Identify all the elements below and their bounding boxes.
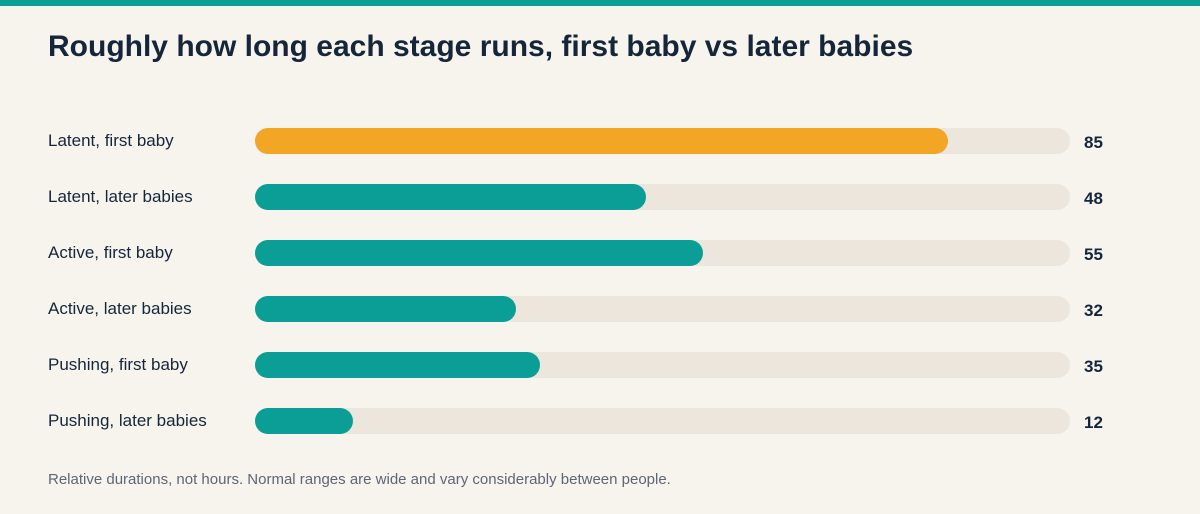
data-label: 48 bbox=[1084, 189, 1103, 208]
top-accent-bar bbox=[0, 0, 1200, 6]
bar-track bbox=[255, 408, 1070, 434]
data-label: 55 bbox=[1084, 245, 1103, 264]
chart-row: Active, later babies 32 bbox=[0, 296, 1200, 322]
chart-row: Latent, first baby 85 bbox=[0, 128, 1200, 154]
bar bbox=[255, 184, 646, 210]
data-label: 32 bbox=[1084, 301, 1103, 320]
category-label: Pushing, first baby bbox=[48, 355, 188, 374]
chart-row: Pushing, later babies 12 bbox=[0, 408, 1200, 434]
bar-track bbox=[255, 128, 1070, 154]
category-label: Latent, later babies bbox=[48, 187, 193, 206]
bar-track bbox=[255, 352, 1070, 378]
chart-row: Latent, later babies 48 bbox=[0, 184, 1200, 210]
bar-track bbox=[255, 240, 1070, 266]
bar bbox=[255, 240, 703, 266]
data-label: 35 bbox=[1084, 357, 1103, 376]
bar bbox=[255, 296, 516, 322]
category-label: Latent, first baby bbox=[48, 131, 174, 150]
bar-track bbox=[255, 296, 1070, 322]
bar bbox=[255, 408, 353, 434]
chart-row: Active, first baby 55 bbox=[0, 240, 1200, 266]
bar-track bbox=[255, 184, 1070, 210]
data-label: 85 bbox=[1084, 133, 1103, 152]
category-label: Pushing, later babies bbox=[48, 411, 207, 430]
category-label: Active, first baby bbox=[48, 243, 173, 262]
bar bbox=[255, 128, 948, 154]
category-label: Active, later babies bbox=[48, 299, 192, 318]
data-label: 12 bbox=[1084, 413, 1103, 432]
chart-title: Roughly how long each stage runs, first … bbox=[48, 30, 914, 63]
chart-row: Pushing, first baby 35 bbox=[0, 352, 1200, 378]
bar bbox=[255, 352, 540, 378]
footnote: Relative durations, not hours. Normal ra… bbox=[48, 471, 671, 488]
